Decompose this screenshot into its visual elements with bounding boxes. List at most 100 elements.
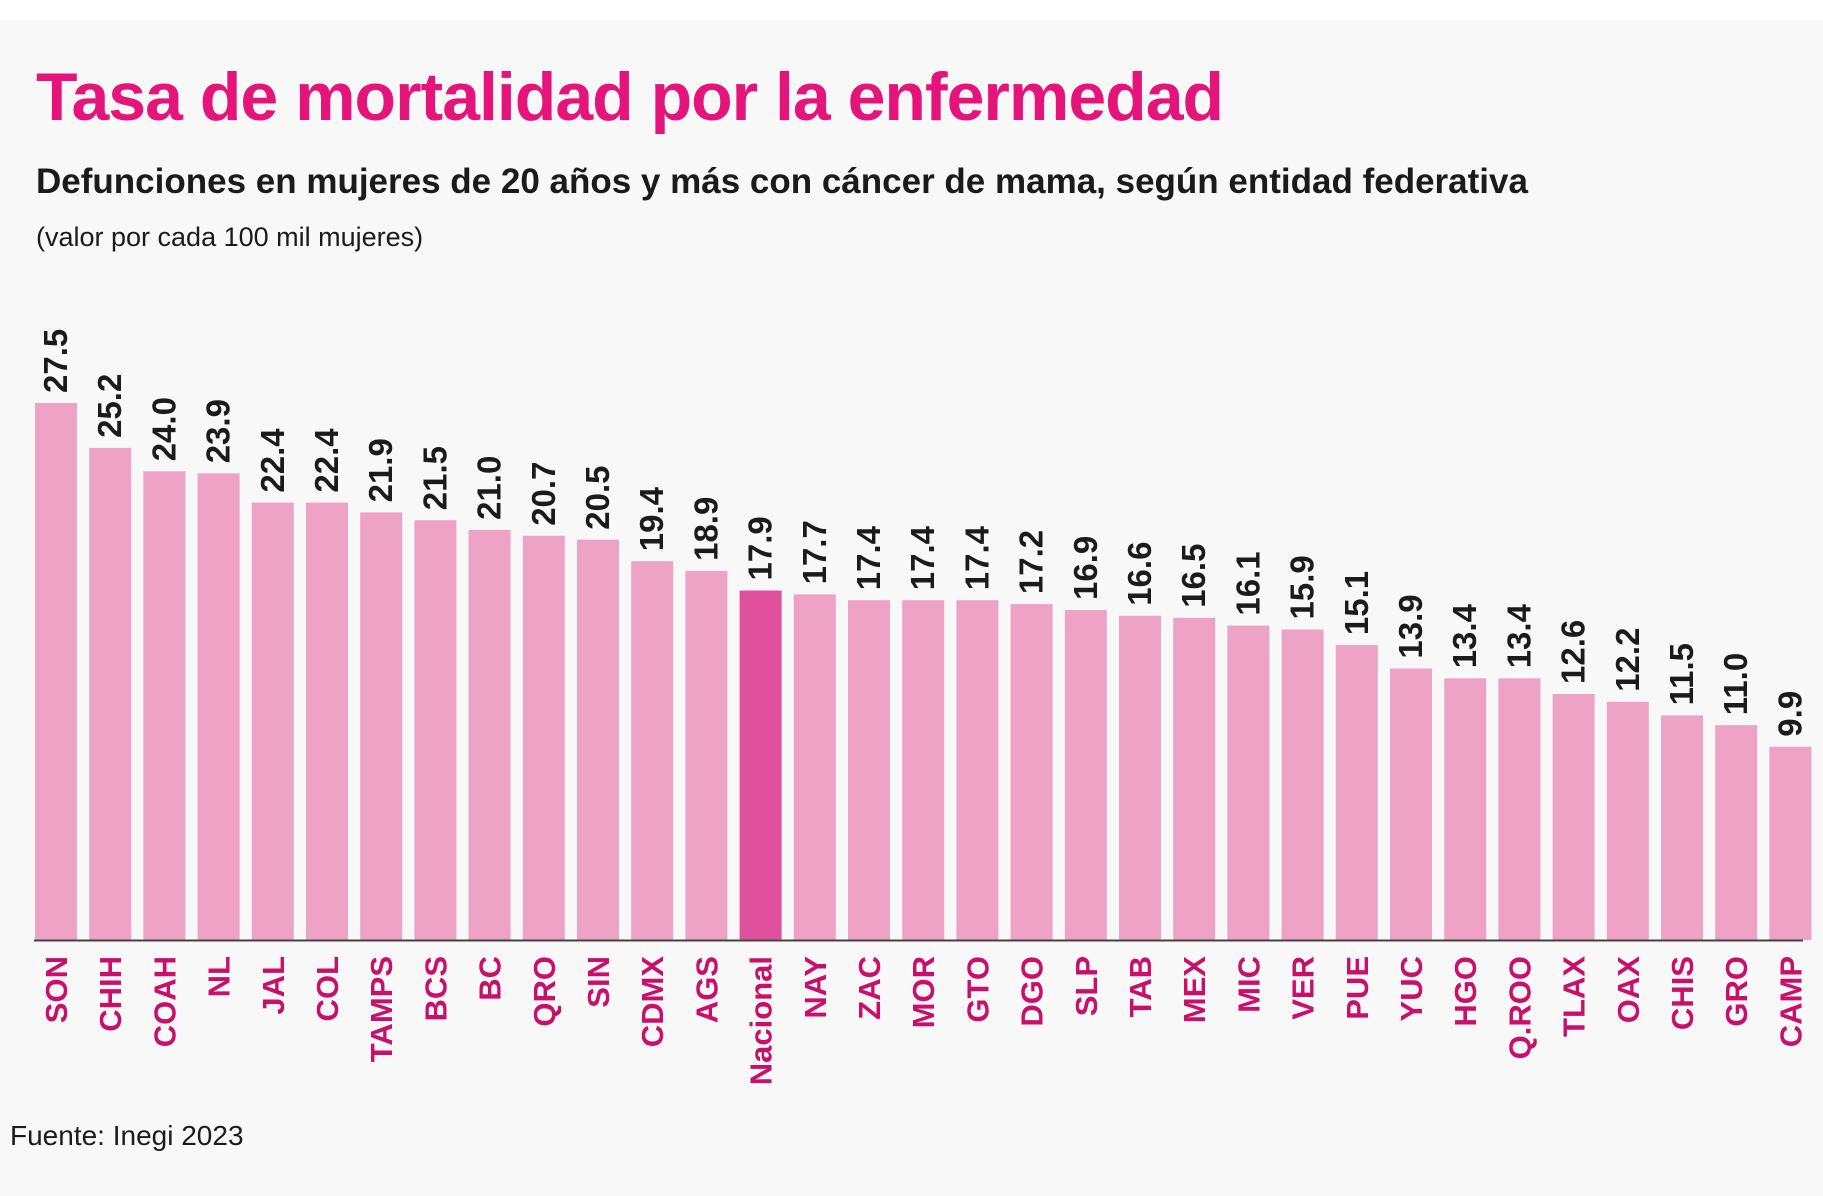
value-label: 16.6 — [1121, 542, 1158, 606]
bar-tamps — [360, 512, 403, 940]
category-label: MOR — [906, 956, 941, 1028]
category-label: JAL — [256, 956, 291, 1015]
bar-hgo — [1444, 678, 1487, 940]
value-label: 17.4 — [958, 525, 995, 590]
category-label: BCS — [418, 956, 453, 1021]
value-label: 17.4 — [904, 525, 941, 590]
value-label: 21.0 — [471, 456, 508, 520]
category-label: CHIH — [93, 956, 128, 1032]
category-label: TAMPS — [364, 956, 399, 1062]
value-label: 17.9 — [742, 516, 779, 580]
value-label: 15.9 — [1284, 555, 1321, 619]
value-label: 11.5 — [1663, 643, 1700, 705]
category-label: CAMP — [1773, 956, 1808, 1047]
category-label: VER — [1286, 956, 1321, 1020]
value-label: 20.5 — [579, 465, 616, 529]
bar-coah — [143, 471, 186, 940]
value-label: 19.4 — [633, 486, 670, 551]
value-label: 12.2 — [1609, 628, 1646, 692]
value-label: 13.4 — [1500, 603, 1537, 668]
value-label: 23.9 — [200, 399, 237, 463]
bar-mor — [902, 600, 945, 940]
category-label: OAX — [1611, 956, 1646, 1024]
category-label: TAB — [1123, 956, 1158, 1017]
value-label: 9.9 — [1771, 691, 1808, 737]
bar-mex — [1173, 617, 1216, 940]
bar-tlax — [1552, 694, 1595, 940]
bar-gro — [1715, 725, 1758, 940]
value-label: 18.9 — [687, 497, 724, 561]
category-label: DGO — [1015, 956, 1050, 1027]
category-label: GTO — [960, 956, 995, 1023]
category-label: NL — [202, 956, 237, 997]
value-label: 21.9 — [362, 438, 399, 502]
bar-nay — [793, 594, 836, 940]
category-label: ZAC — [852, 956, 887, 1020]
value-label: 13.9 — [1392, 594, 1429, 658]
source-note: Fuente: Inegi 2023 — [10, 1120, 244, 1151]
value-label: 20.7 — [525, 462, 562, 526]
bar-bcs — [414, 520, 457, 940]
category-label: SIN — [581, 956, 616, 1008]
category-label: SON — [39, 956, 74, 1023]
bar-zac — [848, 600, 890, 940]
bar-oax — [1606, 701, 1649, 940]
chart-title: Tasa de mortalidad por la enfermedad — [36, 59, 1224, 135]
category-label: BC — [473, 956, 508, 1001]
bar-chih — [89, 447, 132, 940]
category-label: MEX — [1177, 956, 1212, 1024]
category-label: YUC — [1394, 956, 1429, 1021]
bar-nl — [197, 473, 240, 940]
category-label: NAY — [798, 956, 833, 1019]
bar-col — [306, 502, 348, 940]
value-label: 11.0 — [1717, 653, 1754, 715]
category-label: COL — [310, 956, 345, 1021]
category-label: CHIS — [1665, 956, 1700, 1030]
value-label: 21.5 — [416, 446, 453, 510]
value-label: 12.6 — [1555, 620, 1592, 684]
category-label: Q.ROO — [1502, 956, 1537, 1059]
bar-ags — [685, 570, 728, 940]
bar-yuc — [1390, 668, 1432, 940]
bar-tab — [1119, 615, 1161, 940]
category-label: TLAX — [1557, 956, 1592, 1037]
bar-sin — [577, 539, 619, 940]
bar-mic — [1227, 625, 1270, 940]
bar-jal — [251, 502, 294, 940]
value-label: 17.2 — [1013, 530, 1050, 594]
category-label: MIC — [1231, 956, 1266, 1013]
chart-subtitle: Defunciones en mujeres de 20 años y más … — [36, 162, 1528, 201]
category-label: AGS — [689, 956, 724, 1023]
value-label: 24.0 — [145, 397, 182, 461]
category-label: CDMX — [635, 956, 670, 1048]
value-label: 13.4 — [1446, 603, 1483, 668]
bar-son — [35, 403, 77, 940]
category-label: QRO — [527, 956, 562, 1027]
units-note: (valor por cada 100 mil mujeres) — [36, 222, 424, 252]
bar-bc — [468, 529, 511, 940]
bar-pue — [1335, 645, 1378, 940]
value-label: 17.7 — [796, 520, 833, 584]
bar-camp — [1769, 746, 1812, 940]
value-label: 17.4 — [850, 525, 887, 590]
value-label: 25.2 — [91, 374, 128, 438]
bar-gto — [956, 600, 999, 940]
bar-chis — [1661, 715, 1703, 940]
value-label: 22.4 — [254, 428, 291, 493]
bar-qro — [522, 535, 565, 940]
bar-dgo — [1010, 604, 1053, 940]
category-label: GRO — [1719, 956, 1754, 1027]
category-label: COAH — [147, 956, 182, 1047]
category-label: SLP — [1069, 956, 1104, 1016]
value-label: 22.4 — [308, 428, 345, 493]
value-label: 16.9 — [1067, 536, 1104, 600]
value-label: 15.1 — [1338, 571, 1375, 635]
category-label: HGO — [1448, 956, 1483, 1027]
category-label: Nacional — [744, 956, 779, 1085]
bar-qroo — [1498, 678, 1541, 940]
category-label: PUE — [1340, 956, 1375, 1020]
value-label: 27.5 — [37, 329, 74, 393]
value-label: 16.5 — [1175, 544, 1212, 608]
value-label: 16.1 — [1229, 551, 1266, 615]
